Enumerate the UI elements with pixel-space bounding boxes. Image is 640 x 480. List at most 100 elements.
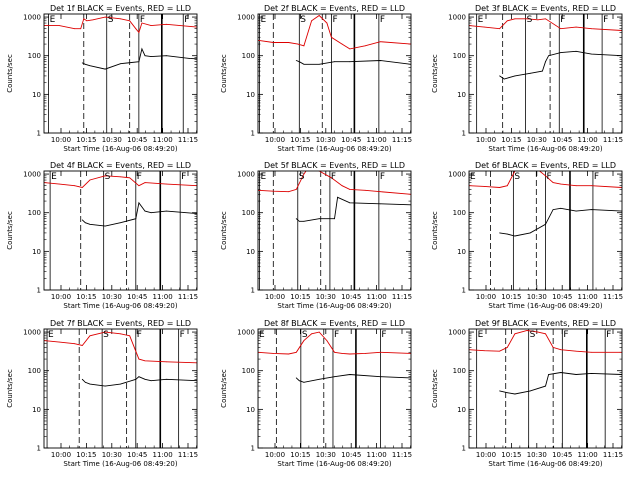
data-point (545, 18, 546, 20)
data-point (502, 207, 503, 208)
data-point (303, 220, 305, 222)
y-tick-label: 1000 (23, 329, 41, 337)
data-point (337, 397, 338, 398)
data-point (150, 380, 152, 382)
data-point (212, 59, 213, 60)
data-point (89, 383, 91, 385)
x-tick-label: 11:00 (367, 293, 387, 301)
x-tick-label: 10:30 (316, 136, 336, 144)
chart-title: Det 3f BLACK = Events, RED = LLD (475, 4, 616, 13)
data-point (575, 210, 577, 212)
data-point (499, 350, 500, 352)
data-point (560, 349, 562, 351)
data-point (138, 202, 140, 204)
data-point (318, 63, 320, 65)
y-axis-label: Counts/sec (6, 54, 14, 93)
series-line-events (296, 60, 411, 65)
data-point (333, 64, 334, 65)
data-point (441, 195, 442, 196)
data-point (506, 20, 508, 22)
y-tick-label: 100 (242, 209, 255, 217)
x-axis-label: Start Time (16-Aug-06 08:49:20) (277, 302, 391, 310)
plot-area (469, 14, 622, 133)
data-point (272, 190, 274, 192)
data-point (311, 20, 312, 22)
data-point (506, 347, 508, 348)
data-point (575, 50, 577, 52)
data-point (166, 55, 167, 57)
data-point (472, 354, 473, 355)
data-point (545, 385, 546, 387)
data-point (150, 212, 152, 214)
series-line-lld (258, 171, 411, 195)
flag-label: F (380, 172, 385, 182)
data-point (81, 378, 83, 380)
x-tick-label: 10:45 (341, 136, 361, 144)
data-point (227, 187, 228, 188)
data-point (575, 374, 577, 375)
data-point (227, 28, 228, 29)
data-point (81, 187, 83, 188)
x-tick-label: 11:00 (578, 451, 598, 459)
x-tick-label: 10:30 (527, 136, 547, 144)
plot-frame (43, 13, 198, 134)
y-axis-label: Counts/sec (6, 211, 14, 250)
data-point (326, 22, 328, 24)
x-axis-label: Start Time (16-Aug-06 08:49:20) (277, 145, 391, 153)
x-tick-label: 10:30 (102, 136, 122, 144)
data-point (150, 25, 152, 27)
data-point (380, 376, 381, 378)
flag-label: F (334, 330, 339, 340)
series-line-events (499, 50, 622, 80)
data-point (380, 41, 381, 43)
x-tick-label: 10:45 (127, 136, 147, 144)
data-point (138, 376, 140, 378)
data-point (514, 333, 516, 335)
data-point (506, 185, 508, 187)
flag-label: E (261, 172, 267, 182)
flag-label: S (527, 15, 533, 25)
data-point (334, 218, 335, 220)
data-point (499, 390, 500, 392)
data-point (548, 397, 549, 398)
chart-panel-1: Det 1f BLACK = Events, RED = LLD Counts/s… (6, 4, 338, 153)
data-point (129, 335, 131, 337)
data-point (81, 62, 83, 64)
data-point (533, 354, 534, 355)
plot-area (469, 329, 622, 448)
flag-label: F (137, 172, 142, 182)
data-point (591, 185, 592, 187)
data-point (303, 45, 305, 47)
x-tick-label: 10:15 (76, 293, 96, 301)
data-point (380, 191, 381, 193)
data-point (288, 191, 289, 193)
data-point (506, 233, 508, 235)
y-axis-label: Counts/sec (431, 369, 439, 408)
data-point (472, 196, 473, 197)
chart-panel-6: Det 6f BLACK = Events, RED = LLD Counts/s… (431, 161, 623, 310)
data-point (144, 378, 146, 380)
data-point (533, 239, 534, 240)
data-point (295, 351, 297, 353)
y-tick-label: 100 (242, 367, 255, 375)
x-tick-label: 11:15 (603, 136, 623, 144)
data-point (288, 364, 289, 365)
x-tick-label: 11:00 (153, 136, 173, 144)
data-point (380, 351, 381, 353)
data-point (364, 45, 366, 47)
data-point (129, 177, 131, 179)
y-tick-label: 10 (457, 91, 466, 99)
y-axis-label: Counts/sec (220, 211, 228, 250)
data-point (499, 232, 500, 234)
flag-label: F (603, 15, 608, 25)
data-point (138, 32, 140, 33)
data-point (349, 48, 351, 50)
series-line-events (499, 372, 622, 395)
data-point (144, 360, 146, 362)
y-tick-label: 100 (28, 367, 41, 375)
data-point (337, 79, 338, 80)
data-point (104, 331, 106, 333)
data-point (120, 222, 121, 224)
data-point (529, 390, 531, 392)
data-point (364, 189, 366, 191)
